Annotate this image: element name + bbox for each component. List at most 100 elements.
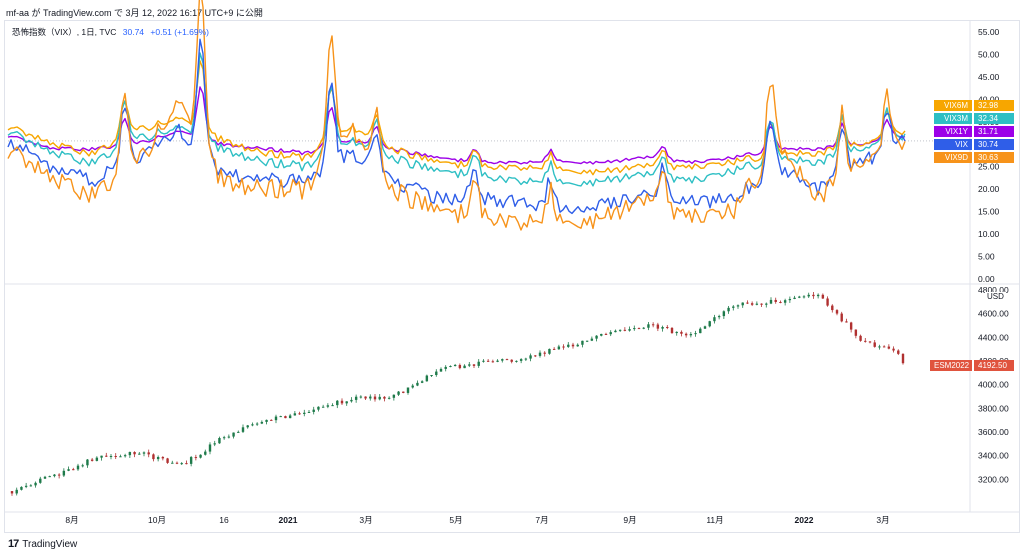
es-candle-body <box>260 421 264 424</box>
es-candle-body <box>189 457 193 464</box>
es-candle-body <box>274 416 278 421</box>
es-candle-body <box>689 334 693 336</box>
es-candle-body <box>694 333 697 335</box>
es-candle-body <box>156 457 160 460</box>
es-candle-body <box>128 452 132 456</box>
es-candle-body <box>444 366 447 369</box>
es-candle-body <box>609 332 612 335</box>
es-candle-body <box>505 359 509 361</box>
es-candle-body <box>741 302 744 306</box>
es-candle-body <box>15 489 18 494</box>
es-candle-body <box>642 327 645 329</box>
es-y-tick: 4600.00 <box>978 309 1009 319</box>
es-candle-body <box>628 329 631 331</box>
es-candle-body <box>614 330 617 333</box>
es-candle-body <box>138 453 141 455</box>
es-y-tick: 4400.00 <box>978 332 1009 342</box>
es-candle-body <box>76 465 80 470</box>
x-tick-label: 8月 <box>65 515 78 525</box>
es-candle-body <box>265 419 268 422</box>
legend-symbol[interactable]: 恐怖指数（VIX）, 1日, TVC <box>12 27 117 37</box>
es-candle-body <box>548 348 551 354</box>
vix-series-vix6m <box>7 60 906 176</box>
es-candle-body <box>576 344 579 347</box>
es-y-tick: 4800.00 <box>978 285 1009 295</box>
es-candle-body <box>458 364 462 369</box>
badge-value: 30.63 <box>974 152 1014 163</box>
es-candle-body <box>218 438 221 444</box>
es-candle-body <box>29 485 33 487</box>
x-tick-label: 11月 <box>706 515 723 525</box>
badge-value: 32.34 <box>974 113 1014 124</box>
es-candle-body <box>303 412 306 415</box>
es-candle-body <box>326 405 330 407</box>
es-candle-body <box>845 321 848 323</box>
chart-frame <box>4 20 1020 533</box>
es-y-tick: 3800.00 <box>978 403 1009 413</box>
es-candle-body <box>90 459 94 461</box>
es-candle-body <box>307 411 311 413</box>
es-candle-body <box>562 346 565 348</box>
es-candle-body <box>703 326 707 329</box>
x-tick-label: 3月 <box>876 515 889 525</box>
es-candle-body <box>53 474 56 477</box>
vix-y-tick: 5.00 <box>978 252 995 262</box>
x-tick-label: 5月 <box>449 515 462 525</box>
es-candle-body <box>887 346 891 349</box>
es-candle-body <box>581 340 584 345</box>
badge-label: VIX <box>934 139 972 150</box>
es-candle-body <box>585 340 589 342</box>
es-candle-body <box>119 456 122 458</box>
es-candle-body <box>331 405 334 407</box>
es-candle-body <box>604 333 608 335</box>
es-candle-body <box>34 482 37 486</box>
x-tick-label: 2022 <box>795 515 814 525</box>
legend-value: 30.74 <box>122 27 145 37</box>
es-candle-body <box>185 463 188 465</box>
es-candle-body <box>152 454 155 460</box>
es-candle-body <box>194 457 198 459</box>
es-candle-body <box>345 401 348 404</box>
es-candle-body <box>543 352 546 354</box>
chart-legend[interactable]: 恐怖指数（VIX）, 1日, TVC 30.74 +0.51 (+1.69%) <box>12 26 209 38</box>
es-candle-body <box>241 427 245 432</box>
es-candle-body <box>24 485 28 487</box>
es-candle-body <box>81 465 84 467</box>
es-candle-body <box>793 297 796 299</box>
es-candle-body <box>501 359 504 361</box>
es-candle-body <box>369 396 372 399</box>
es-candle-body <box>166 458 169 463</box>
es-candle-body <box>449 366 452 368</box>
es-candle-body <box>666 326 669 328</box>
es-candle-body <box>39 478 42 483</box>
es-candle-body <box>435 371 438 376</box>
es-candle-body <box>397 391 400 395</box>
badge-value: 32.98 <box>974 100 1014 111</box>
es-candle-body <box>105 455 108 457</box>
es-candle-body <box>835 310 839 314</box>
es-candle-body <box>142 452 146 454</box>
es-candle-body <box>557 346 561 350</box>
es-candle-body <box>661 326 664 329</box>
es-candle-body <box>567 344 570 347</box>
es-candle-body <box>354 396 358 400</box>
tradingview-logo[interactable]: 17 TradingView <box>8 538 77 550</box>
es-candle-body <box>873 342 876 347</box>
badge-label: ESM2022 <box>930 360 972 371</box>
es-candle-body <box>637 328 641 330</box>
es-candle-body <box>496 360 499 362</box>
es-candle-body <box>892 348 895 351</box>
es-candle-body <box>868 341 872 343</box>
x-tick-label: 10月 <box>148 515 166 525</box>
es-candle-body <box>769 299 773 304</box>
es-candle-body <box>43 476 47 479</box>
es-candle-body <box>722 311 726 317</box>
es-y-tick: 3400.00 <box>978 451 1009 461</box>
es-candle-body <box>623 329 627 331</box>
es-candle-body <box>529 355 532 359</box>
es-candle-body <box>321 406 325 408</box>
es-candle-body <box>699 328 702 334</box>
badge-label: VIX3M <box>934 113 972 124</box>
es-candle-body <box>595 335 598 339</box>
